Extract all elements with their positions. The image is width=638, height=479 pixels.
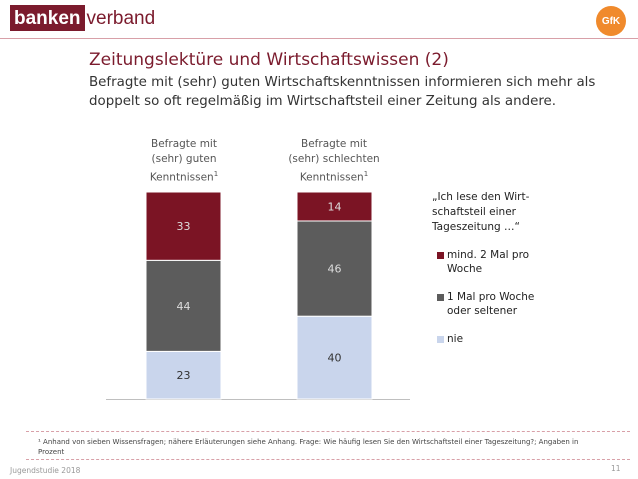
gfk-logo: GfK [596, 6, 626, 36]
column-header-line: (sehr) schlechten [288, 153, 380, 165]
footnote-marker: 1 [213, 170, 219, 178]
bar-segment [145, 259, 222, 352]
bar-value-label: 40 [328, 352, 342, 365]
footer-divider [26, 459, 630, 460]
slide-title: Zeitungslektüre und Wirtschaftswissen (2… [89, 50, 449, 70]
legend-quote: „Ich lese den Wirt-schaftsteil einer Tag… [432, 191, 530, 233]
footnote: ¹ Anhand von sieben Wissensfragen; näher… [38, 438, 579, 456]
bar-segment [145, 191, 222, 261]
bar-segment [296, 315, 373, 400]
legend-swatch [437, 336, 444, 343]
bar-segment [296, 220, 373, 317]
footer-study-name: Jugendstudie 2018 [10, 466, 81, 475]
bar-value-label: 33 [177, 220, 191, 233]
logo-part-verband: verband [86, 8, 156, 29]
page-number: 11 [611, 464, 621, 473]
footnote-marker: 1 [363, 170, 369, 178]
bar-value-label: 46 [328, 263, 342, 276]
legend-item-never: nie [437, 332, 463, 346]
column-header-line: (sehr) guten [151, 153, 217, 165]
column-header-line: Kenntnissen [299, 171, 364, 184]
bar-value-label: 23 [177, 369, 191, 382]
column-header-poor: Befragte mit (sehr) schlechten Kenntniss… [274, 137, 394, 186]
legend-label: mind. 2 Mal pro Woche [447, 249, 530, 275]
slide-subtitle: Befragte mit (sehr) guten Wirtschaftsken… [89, 75, 596, 109]
legend-label: 1 Mal pro Woche oder seltener [447, 291, 535, 317]
header-divider [0, 38, 638, 39]
legend-swatch [437, 294, 444, 301]
column-header-line: Befragte mit [301, 138, 367, 150]
logo-part-banken: banken [10, 5, 85, 31]
legend-item-weekly-or-less: 1 Mal pro Woche oder seltener [437, 290, 557, 318]
footnote-divider [26, 431, 630, 432]
bar-value-label: 44 [177, 300, 191, 313]
legend-item-twice-weekly: mind. 2 Mal pro Woche [437, 248, 557, 276]
column-header-line: Befragte mit [151, 138, 217, 150]
column-header-good: Befragte mit (sehr) guten Kenntnissen1 [124, 137, 244, 186]
column-header-line: Kenntnissen [149, 171, 214, 184]
bar-segment [296, 191, 373, 222]
bankenverband-logo: banken verband [10, 5, 155, 31]
legend-label: nie [447, 333, 464, 345]
legend-swatch [437, 252, 444, 259]
bar-value-label: 14 [328, 200, 342, 213]
